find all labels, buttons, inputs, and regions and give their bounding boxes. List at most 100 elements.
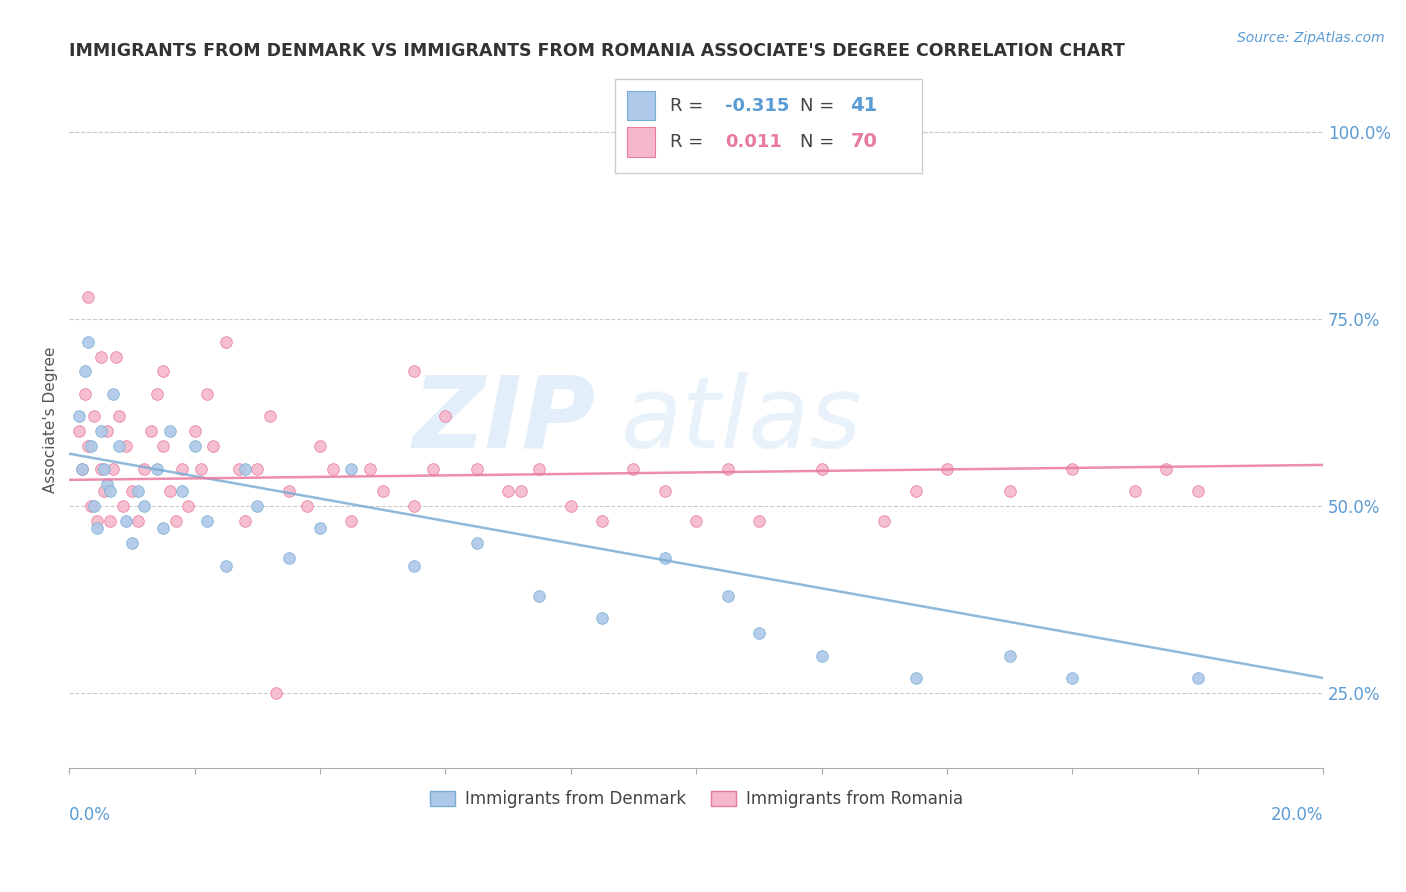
- Point: [80, 439, 103, 453]
- Point: [904, 671, 927, 685]
- Point: [509, 484, 531, 499]
- Point: [936, 461, 959, 475]
- Point: [340, 514, 363, 528]
- Point: [105, 350, 128, 364]
- Point: [748, 514, 770, 528]
- Point: [233, 514, 256, 528]
- Point: [591, 611, 613, 625]
- Point: [1187, 484, 1209, 499]
- Point: [529, 589, 551, 603]
- Point: [121, 484, 143, 499]
- Point: [465, 461, 488, 475]
- Point: [152, 521, 174, 535]
- Point: [246, 499, 269, 513]
- Legend: Immigrants from Denmark, Immigrants from Romania: Immigrants from Denmark, Immigrants from…: [423, 784, 970, 815]
- Bar: [627, 128, 655, 157]
- Point: [86, 521, 108, 535]
- Point: [1156, 461, 1178, 475]
- Point: [246, 461, 269, 475]
- Point: [67, 409, 90, 424]
- Point: [70, 461, 93, 475]
- Point: [172, 484, 194, 499]
- Text: 20.0%: 20.0%: [1271, 806, 1323, 824]
- Point: [340, 461, 363, 475]
- Bar: [627, 91, 655, 120]
- Point: [371, 484, 394, 499]
- Point: [277, 484, 299, 499]
- Point: [165, 514, 187, 528]
- Point: [277, 551, 299, 566]
- Point: [322, 461, 344, 475]
- Text: N =: N =: [800, 97, 841, 115]
- Point: [108, 409, 131, 424]
- Text: -0.315: -0.315: [725, 97, 789, 115]
- Point: [998, 484, 1021, 499]
- Point: [748, 626, 770, 640]
- Point: [111, 499, 134, 513]
- Text: Source: ZipAtlas.com: Source: ZipAtlas.com: [1237, 31, 1385, 45]
- Point: [177, 499, 200, 513]
- Point: [1062, 461, 1084, 475]
- Point: [716, 589, 738, 603]
- Point: [93, 461, 115, 475]
- Point: [309, 521, 332, 535]
- Point: [259, 409, 281, 424]
- Point: [591, 514, 613, 528]
- Text: R =: R =: [669, 133, 709, 151]
- Point: [90, 424, 112, 438]
- Point: [654, 484, 676, 499]
- Point: [465, 536, 488, 550]
- Point: [73, 387, 96, 401]
- Point: [190, 461, 212, 475]
- Point: [195, 514, 218, 528]
- Point: [114, 439, 136, 453]
- Point: [215, 334, 238, 349]
- Point: [496, 484, 519, 499]
- Text: R =: R =: [669, 97, 709, 115]
- Point: [73, 364, 96, 378]
- Bar: [614, 79, 922, 173]
- Point: [560, 499, 582, 513]
- Point: [172, 461, 194, 475]
- Point: [108, 439, 131, 453]
- Point: [152, 439, 174, 453]
- Point: [134, 499, 156, 513]
- Point: [83, 409, 105, 424]
- Point: [80, 499, 103, 513]
- Point: [716, 461, 738, 475]
- Point: [529, 461, 551, 475]
- Point: [93, 484, 115, 499]
- Point: [114, 514, 136, 528]
- Text: 0.0%: 0.0%: [69, 806, 111, 824]
- Point: [83, 499, 105, 513]
- Point: [402, 558, 425, 573]
- Point: [146, 461, 169, 475]
- Point: [264, 686, 287, 700]
- Point: [297, 499, 319, 513]
- Point: [1062, 671, 1084, 685]
- Point: [309, 439, 332, 453]
- Point: [86, 514, 108, 528]
- Point: [121, 536, 143, 550]
- Point: [233, 461, 256, 475]
- Point: [1187, 671, 1209, 685]
- Point: [810, 648, 832, 663]
- Point: [159, 484, 181, 499]
- Point: [422, 461, 444, 475]
- Point: [90, 461, 112, 475]
- Point: [159, 424, 181, 438]
- Point: [77, 334, 100, 349]
- Point: [77, 439, 100, 453]
- Point: [98, 514, 121, 528]
- Point: [873, 514, 896, 528]
- Point: [359, 461, 381, 475]
- Point: [134, 461, 156, 475]
- Point: [202, 439, 225, 453]
- Point: [215, 558, 238, 573]
- Point: [654, 551, 676, 566]
- Point: [402, 499, 425, 513]
- Point: [96, 476, 118, 491]
- Text: IMMIGRANTS FROM DENMARK VS IMMIGRANTS FROM ROMANIA ASSOCIATE'S DEGREE CORRELATIO: IMMIGRANTS FROM DENMARK VS IMMIGRANTS FR…: [69, 42, 1125, 60]
- Point: [810, 461, 832, 475]
- Point: [90, 350, 112, 364]
